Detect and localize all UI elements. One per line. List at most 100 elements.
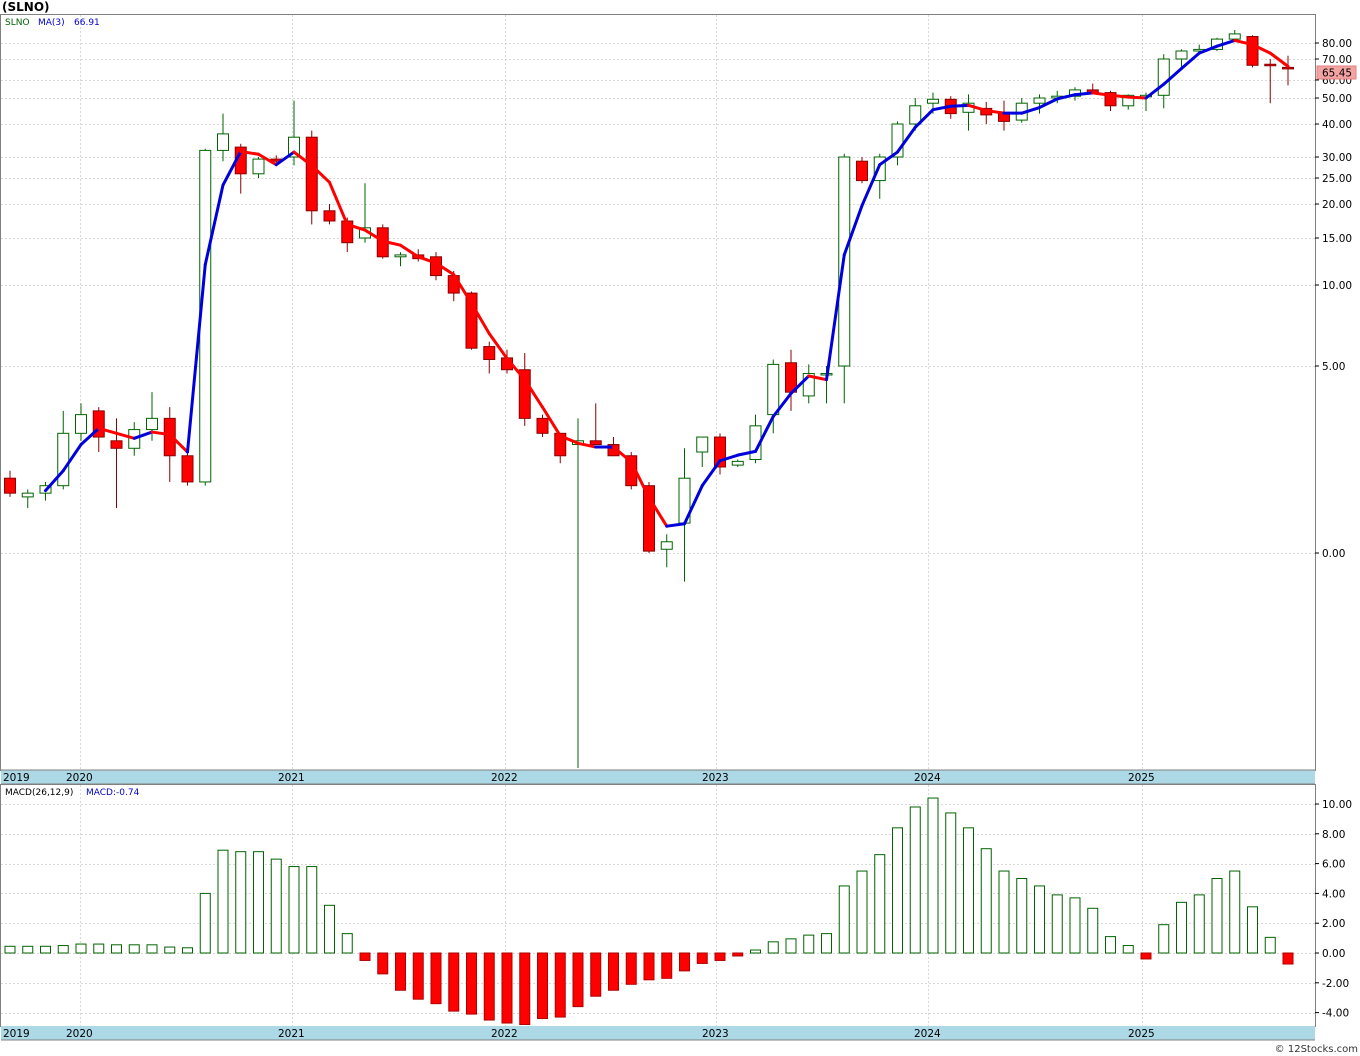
ma-segment xyxy=(505,356,527,382)
candle xyxy=(589,403,602,446)
candle-body xyxy=(323,210,336,222)
ma-segment xyxy=(558,434,580,445)
macd-bar xyxy=(661,952,673,979)
year-labels: 2019 2019 2020 2020 2021 2021 2022 2022 2023 2023… xyxy=(3,772,1155,1040)
macd-bar xyxy=(270,858,282,954)
ma-segment xyxy=(541,405,562,438)
macd-bar xyxy=(945,812,957,954)
macd-bar xyxy=(182,947,193,954)
year-label: 2020 xyxy=(66,1028,93,1040)
ma-segment xyxy=(487,332,509,360)
candlestick-series xyxy=(4,30,1294,768)
macd-bar xyxy=(1193,894,1205,954)
macd-bar xyxy=(696,952,708,964)
candle-body xyxy=(21,492,34,498)
macd-bar xyxy=(306,866,318,954)
candle-body xyxy=(394,254,407,258)
ma-segment xyxy=(274,150,296,167)
ma-segment xyxy=(523,378,544,409)
macd-bar xyxy=(679,952,690,972)
price-tick-label: 10.00 xyxy=(1322,280,1352,292)
ma-segment xyxy=(842,204,864,257)
ma-segment xyxy=(771,391,793,418)
macd-legend-name: MACD(26,12,9) xyxy=(5,788,73,798)
candle xyxy=(1228,30,1241,41)
candle-body xyxy=(483,346,496,361)
ma-segment xyxy=(896,125,917,154)
year-label: 2025 xyxy=(1128,1028,1155,1040)
ma-segment xyxy=(984,109,1006,115)
ma-segment xyxy=(736,449,757,457)
footer-credit: © 12Stocks.com xyxy=(1275,1044,1358,1055)
candle-body xyxy=(305,136,318,212)
candle xyxy=(643,481,655,553)
macd-bar xyxy=(980,848,992,954)
ma-segment xyxy=(1197,44,1219,55)
macd-bar xyxy=(608,952,619,991)
macd-bar xyxy=(4,945,16,954)
candle xyxy=(731,459,744,467)
price-tick-label: 30.00 xyxy=(1322,152,1352,164)
ma-segment xyxy=(949,103,970,108)
price-tick-label: 5.00 xyxy=(1322,361,1345,373)
price-tick-label: 25.00 xyxy=(1322,173,1352,185)
candle xyxy=(696,436,709,467)
candle xyxy=(536,414,549,438)
candle-body xyxy=(909,105,922,125)
ma-segment xyxy=(1038,97,1059,110)
year-label: 2019 xyxy=(3,1028,30,1040)
ma-segment xyxy=(1144,82,1166,100)
macd-tick-label: 2.00 xyxy=(1322,918,1345,930)
macd-bar xyxy=(732,952,744,957)
candle-body xyxy=(163,417,176,457)
macd-bar xyxy=(22,945,34,954)
macd-histogram xyxy=(4,797,1294,1026)
price-tick-label: 0.00 xyxy=(1322,548,1345,560)
year-label: 2025 xyxy=(1128,772,1155,784)
candle xyxy=(4,470,16,497)
ma-segment xyxy=(647,496,669,528)
candle-body xyxy=(856,160,868,182)
ma-segment xyxy=(1268,51,1290,68)
ma-segment xyxy=(310,163,331,184)
ma-segment xyxy=(665,522,686,528)
macd-bar xyxy=(288,866,300,954)
macd-bar xyxy=(1034,885,1045,954)
ma-segment xyxy=(1109,93,1130,99)
ma-segment xyxy=(700,459,722,488)
macd-bar xyxy=(501,952,513,1024)
candle-body xyxy=(802,372,815,397)
price-tick-label: 50.00 xyxy=(1322,93,1352,105)
candle xyxy=(323,204,336,225)
candle-body xyxy=(92,410,105,438)
ma-segment xyxy=(683,484,704,526)
candle xyxy=(1157,54,1170,109)
macd-bar xyxy=(643,952,655,981)
ma-segment xyxy=(186,263,207,454)
ma-segment xyxy=(203,183,225,267)
candle xyxy=(714,433,726,475)
price-legend-ma: MA(3) xyxy=(38,18,65,28)
candle xyxy=(181,452,194,486)
macd-bar xyxy=(1211,878,1223,954)
candle xyxy=(802,364,815,404)
ma-segment xyxy=(132,430,154,440)
macd-bar xyxy=(927,797,939,954)
macd-bar xyxy=(1229,870,1241,954)
macd-bar xyxy=(146,944,158,954)
candle-body xyxy=(536,417,549,434)
candle xyxy=(1264,59,1277,104)
ma-segment xyxy=(434,261,456,277)
macd-bar xyxy=(75,943,87,954)
macd-bar xyxy=(235,851,247,954)
candle xyxy=(572,418,584,768)
candle xyxy=(856,157,868,184)
macd-bar xyxy=(1247,906,1258,954)
year-label: 2024 xyxy=(914,1028,941,1040)
candle-body xyxy=(181,455,194,483)
ma-segment xyxy=(754,414,775,453)
macd-legend-value: MACD:-0.74 xyxy=(86,788,140,798)
macd-bar xyxy=(1069,897,1081,954)
candle xyxy=(1033,94,1046,114)
